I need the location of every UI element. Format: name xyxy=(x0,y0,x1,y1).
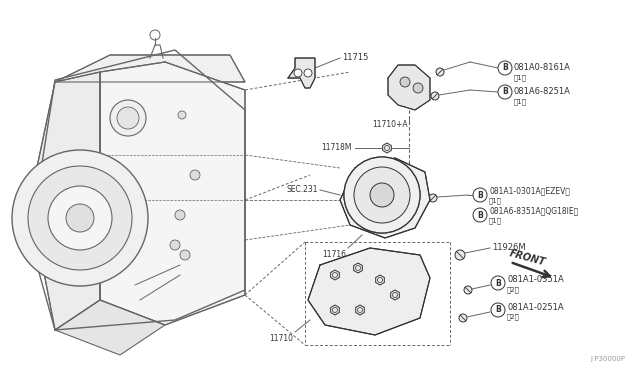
Text: （1）: （1） xyxy=(489,218,502,224)
Circle shape xyxy=(110,100,146,136)
Polygon shape xyxy=(354,263,362,273)
Text: 081A1-0351A: 081A1-0351A xyxy=(507,276,564,285)
Text: 081A1-0301A（EZEV）: 081A1-0301A（EZEV） xyxy=(489,186,570,196)
Circle shape xyxy=(473,188,487,202)
Polygon shape xyxy=(390,290,399,300)
Circle shape xyxy=(66,204,94,232)
Circle shape xyxy=(413,83,423,93)
Circle shape xyxy=(354,167,410,223)
Text: J P30000P: J P30000P xyxy=(590,356,625,362)
Text: （2）: （2） xyxy=(507,287,520,293)
Circle shape xyxy=(180,250,190,260)
Text: 11710: 11710 xyxy=(269,334,293,343)
Polygon shape xyxy=(288,58,315,88)
Polygon shape xyxy=(340,158,430,238)
Text: 11710+A: 11710+A xyxy=(372,120,408,129)
Circle shape xyxy=(491,276,505,290)
Circle shape xyxy=(464,286,472,294)
Polygon shape xyxy=(331,305,339,315)
Polygon shape xyxy=(308,248,430,335)
Text: B: B xyxy=(477,211,483,219)
Polygon shape xyxy=(383,143,391,153)
Polygon shape xyxy=(100,62,245,325)
Text: 081A6-8251A: 081A6-8251A xyxy=(514,87,571,96)
Text: 11715: 11715 xyxy=(342,54,369,62)
Circle shape xyxy=(344,157,420,233)
Text: 11926M: 11926M xyxy=(492,244,525,253)
Text: B: B xyxy=(495,305,501,314)
Text: 081A0-8161A: 081A0-8161A xyxy=(514,64,571,73)
Circle shape xyxy=(400,77,410,87)
Circle shape xyxy=(344,157,420,233)
Text: SEC.231: SEC.231 xyxy=(287,186,318,195)
Text: 081A6-8351A（QG18IE）: 081A6-8351A（QG18IE） xyxy=(489,206,579,215)
Text: （1）: （1） xyxy=(514,99,527,105)
Text: B: B xyxy=(495,279,501,288)
Polygon shape xyxy=(55,55,245,82)
Circle shape xyxy=(370,183,394,207)
Text: B: B xyxy=(502,87,508,96)
Polygon shape xyxy=(55,300,165,355)
Circle shape xyxy=(178,111,186,119)
Circle shape xyxy=(175,210,185,220)
Circle shape xyxy=(28,166,132,270)
Circle shape xyxy=(12,150,148,286)
Polygon shape xyxy=(331,270,339,280)
Text: B: B xyxy=(477,190,483,199)
Text: 081A1-0251A: 081A1-0251A xyxy=(507,302,564,311)
Circle shape xyxy=(436,68,444,76)
Circle shape xyxy=(354,167,410,223)
Circle shape xyxy=(370,183,394,207)
Polygon shape xyxy=(376,275,385,285)
Text: （2）: （2） xyxy=(507,314,520,320)
Circle shape xyxy=(429,194,437,202)
Circle shape xyxy=(491,303,505,317)
Circle shape xyxy=(190,170,200,180)
Text: 11716: 11716 xyxy=(322,250,346,259)
Circle shape xyxy=(498,85,512,99)
Circle shape xyxy=(431,92,439,100)
Circle shape xyxy=(473,208,487,222)
Polygon shape xyxy=(30,72,100,330)
Text: （1）: （1） xyxy=(514,75,527,81)
Circle shape xyxy=(304,69,312,77)
Circle shape xyxy=(455,250,465,260)
Circle shape xyxy=(294,69,302,77)
Text: （1）: （1） xyxy=(489,198,502,204)
Circle shape xyxy=(170,240,180,250)
Text: B: B xyxy=(502,64,508,73)
Circle shape xyxy=(459,314,467,322)
Circle shape xyxy=(498,61,512,75)
Polygon shape xyxy=(388,65,430,110)
Text: FRONT: FRONT xyxy=(508,248,547,267)
Text: 11718M: 11718M xyxy=(321,144,352,153)
Circle shape xyxy=(48,186,112,250)
Polygon shape xyxy=(356,305,364,315)
Circle shape xyxy=(117,107,139,129)
